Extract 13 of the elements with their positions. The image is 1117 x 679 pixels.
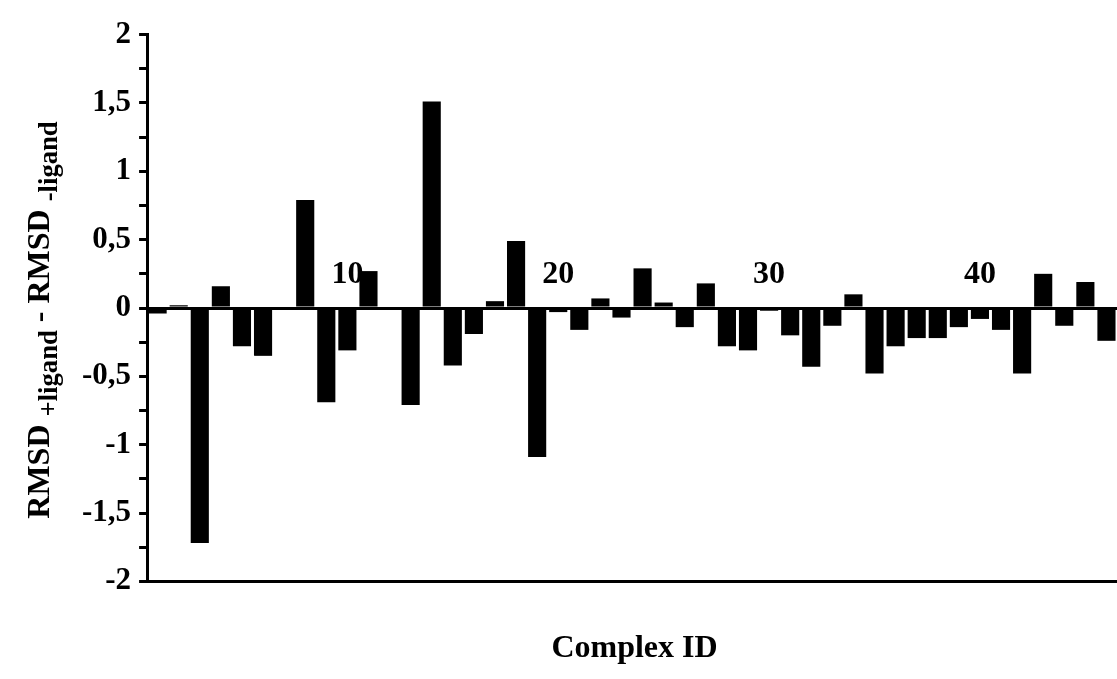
x-tick-label: 40 [963, 254, 996, 291]
y-tick-label: 1,5 [92, 82, 132, 118]
y-tick-label: -2 [105, 561, 132, 597]
x-axis-title: Complex ID [550, 628, 719, 665]
x-tick-label: 30 [753, 254, 786, 291]
y-tick-label: 0,5 [92, 219, 132, 255]
y-tick-label: 1 [115, 151, 132, 187]
y-tick-label: 2 [115, 14, 132, 50]
y-tick-label: -0,5 [82, 356, 132, 392]
x-tick-label: 20 [542, 254, 575, 291]
y-tick-label: -1,5 [82, 493, 132, 529]
y-tick-label: -1 [105, 424, 132, 460]
y-tick-label: 0 [115, 288, 132, 324]
